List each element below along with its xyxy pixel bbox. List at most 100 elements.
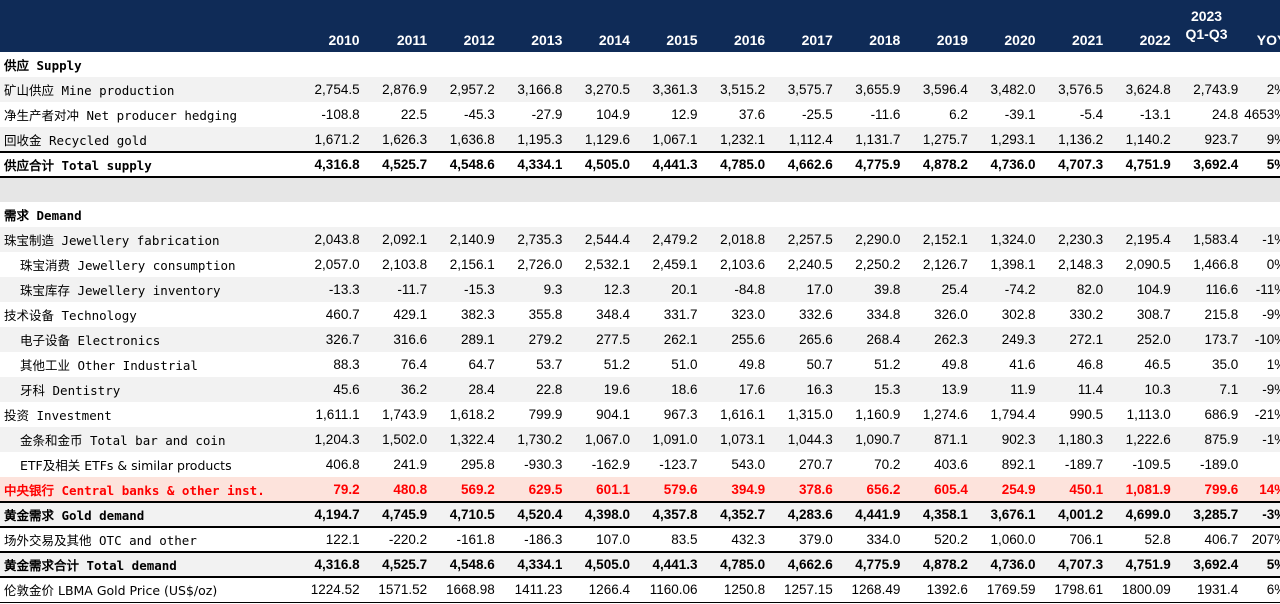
value-cell: -45.3 xyxy=(464,107,495,122)
value-cell: 36.2 xyxy=(400,382,428,397)
value-cell: 16.3 xyxy=(806,382,833,397)
value-cell: 2,092.1 xyxy=(382,232,428,247)
value-cell: 1,398.1 xyxy=(990,257,1036,272)
value-cell: 2,103.8 xyxy=(382,257,428,272)
value-cell: 1769.59 xyxy=(971,577,1040,603)
value-cell: 1,113.0 xyxy=(1126,407,1171,422)
value-cell: 52.8 xyxy=(1144,532,1171,547)
table-header: 2010 2011 2012 2013 2014 2015 2016 2017 … xyxy=(0,0,1280,52)
value-cell: 2,876.9 xyxy=(382,82,428,97)
value-cell: 4,878.2 xyxy=(904,151,972,178)
year-header: 2017 xyxy=(801,32,833,48)
value-cell: 1668.98 xyxy=(431,577,499,603)
value-cell: 279.2 xyxy=(528,332,563,347)
row-jewellery-inv: 珠宝库存 Jewellery inventory -13.3 -11.7 -15.3 9… xyxy=(0,277,1280,302)
value-cell: 2,754.5 xyxy=(314,82,360,97)
value-cell: 249.3 xyxy=(1001,332,1036,347)
value-cell: 4,505.0 xyxy=(566,551,634,578)
value-cell: 49.8 xyxy=(738,357,766,372)
value-cell: 1411.23 xyxy=(498,577,567,603)
value-cell: 629.5 xyxy=(528,481,563,497)
value-cell: -189.7 xyxy=(1064,457,1104,472)
value-cell: 3,655.9 xyxy=(855,82,901,97)
value-cell: 24.8 xyxy=(1212,107,1239,122)
value-cell: -13.3 xyxy=(328,282,360,297)
value-cell: 4,520.4 xyxy=(498,501,567,528)
spacer-cell xyxy=(0,177,1280,202)
value-cell: 4,745.9 xyxy=(363,501,432,528)
value-cell: -74.2 xyxy=(1004,282,1036,297)
value-cell: -5.4 xyxy=(1079,107,1104,122)
year-header: 2016 xyxy=(734,32,766,48)
row-gold-demand: 黄金需求 Gold demand 4,194.7 4,745.9 4,710.5 4,5… xyxy=(0,501,1280,528)
year-header: 2021 xyxy=(1071,32,1104,48)
value-cell: 4,358.1 xyxy=(904,501,972,528)
row-label: 矿山供应 Mine production xyxy=(4,83,175,98)
value-cell: 3,576.5 xyxy=(1058,82,1104,97)
value-cell: -15.3 xyxy=(464,282,495,297)
value-cell: 3,270.5 xyxy=(584,82,630,97)
value-cell: 1,112.4 xyxy=(788,131,833,147)
value-cell: 104.9 xyxy=(1136,282,1171,297)
value-cell: 1571.52 xyxy=(363,577,432,603)
value-cell: 88.3 xyxy=(333,357,360,372)
row-label: 中央银行 Central banks & other inst. xyxy=(4,482,265,498)
empty-cell xyxy=(972,202,1040,227)
value-cell: 2,257.5 xyxy=(787,232,833,247)
value-cell: -123.7 xyxy=(659,457,698,472)
value-cell: 4,001.2 xyxy=(1039,501,1108,528)
value-cell: 6.2 xyxy=(949,107,968,122)
row-jewellery-fab: 珠宝制造 Jewellery fabrication 2,043.8 2,092.1… xyxy=(0,227,1280,252)
value-cell: 1,636.8 xyxy=(449,131,495,147)
yoy-cell: -1% xyxy=(1262,432,1280,447)
row-label: 回收金 Recycled gold xyxy=(4,132,147,148)
value-cell: 323.0 xyxy=(731,307,766,322)
value-cell: 1,204.3 xyxy=(314,432,360,447)
value-cell: 19.6 xyxy=(603,382,630,397)
value-cell: 4,316.8 xyxy=(296,151,364,178)
yoy-cell: -9% xyxy=(1262,307,1280,322)
empty-cell xyxy=(972,52,1040,77)
value-cell: -220.2 xyxy=(388,532,428,547)
value-cell: 460.7 xyxy=(325,307,360,322)
value-cell: -27.9 xyxy=(531,107,563,122)
value-cell: 871.1 xyxy=(934,432,968,447)
value-cell: 3,676.1 xyxy=(971,501,1040,528)
yoy-cell: 0% xyxy=(1266,257,1280,272)
value-cell: 1,180.3 xyxy=(1058,432,1104,447)
year-header: 2019 xyxy=(936,32,968,48)
row-hedging: 净生产者对冲 Net producer hedging -108.8 22.5 -45… xyxy=(0,102,1280,127)
empty-cell xyxy=(296,202,364,227)
header-label-cell xyxy=(0,0,296,24)
row-label: 电子设备 Electronics xyxy=(20,333,161,348)
value-cell: 2,230.3 xyxy=(1058,232,1104,247)
value-cell: 450.1 xyxy=(1069,481,1104,497)
value-cell: 4,878.2 xyxy=(904,551,972,578)
value-cell: 2,148.3 xyxy=(1058,257,1104,272)
value-cell: 3,596.4 xyxy=(922,82,968,97)
empty-cell xyxy=(1040,202,1108,227)
latest-year-header: 2023 xyxy=(1190,8,1223,24)
yoy-cell: 5% xyxy=(1242,151,1280,178)
value-cell: 656.2 xyxy=(866,481,901,497)
row-etf: ETF及相关 ETFs & similar products 406.8 241.9… xyxy=(0,452,1280,477)
value-cell: 1,322.4 xyxy=(449,432,495,447)
value-cell: 4,751.9 xyxy=(1107,551,1175,578)
value-cell: 12.9 xyxy=(671,107,698,122)
value-cell: -186.3 xyxy=(524,532,563,547)
value-cell: 4,710.5 xyxy=(431,501,499,528)
value-cell: 4,194.7 xyxy=(296,501,364,528)
row-label: 场外交易及其他 OTC and other xyxy=(4,533,197,548)
value-cell: 4,441.9 xyxy=(836,501,905,528)
value-cell: 295.8 xyxy=(460,457,495,472)
row-label: 珠宝库存 Jewellery inventory xyxy=(20,283,221,298)
value-cell: 2,103.6 xyxy=(720,257,766,272)
row-other-ind: 其他工业 Other Industrial 88.3 76.4 64.7 53.7 51.… xyxy=(0,352,1280,377)
value-cell: 3,624.8 xyxy=(1125,82,1171,97)
value-cell: 326.7 xyxy=(325,332,360,347)
value-cell: 990.5 xyxy=(1069,407,1104,422)
row-label: ETF及相关 ETFs & similar products xyxy=(20,458,232,473)
value-cell: 17.6 xyxy=(738,382,766,397)
value-cell: 1,583.4 xyxy=(1193,232,1239,247)
value-cell: 11.4 xyxy=(1077,382,1104,397)
